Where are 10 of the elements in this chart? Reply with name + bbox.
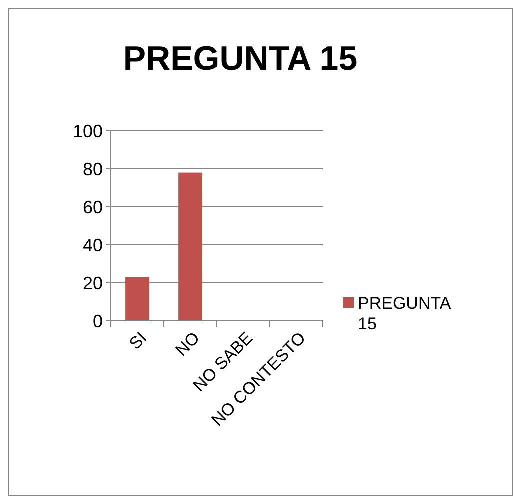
y-tick-label: 40 xyxy=(82,235,103,256)
y-tick-label: 60 xyxy=(82,197,103,218)
y-tick-label: 100 xyxy=(72,121,103,142)
x-tick-label: SI xyxy=(126,328,151,354)
x-tick-label: NO xyxy=(172,328,204,360)
y-tick-label: 20 xyxy=(82,273,103,294)
y-tick-label: 0 xyxy=(92,311,103,332)
y-tick-label: 80 xyxy=(82,159,103,180)
legend-label: PREGUNTA 15 xyxy=(358,294,452,334)
chart-title: PREGUNTA 15 xyxy=(123,40,358,78)
